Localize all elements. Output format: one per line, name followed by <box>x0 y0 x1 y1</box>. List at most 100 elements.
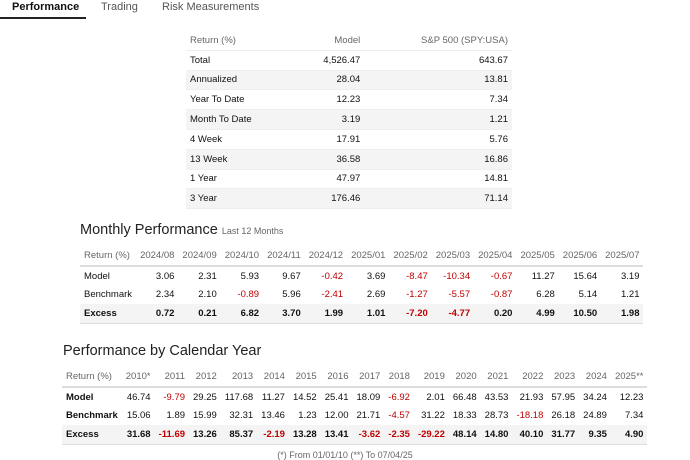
table-row: 13 Week 36.58 16.86 <box>186 149 512 170</box>
title: Monthly Performance <box>80 222 218 238</box>
cell: 9.67 <box>282 270 301 282</box>
cell: -3.62 <box>352 425 385 446</box>
cell: 48.14 <box>448 425 481 446</box>
row-label: Model <box>84 270 110 282</box>
table-row: Annualized 28.04 13.81 <box>186 70 512 91</box>
tab[interactable]: Risk Measurements <box>162 1 260 13</box>
cell: 4.90 <box>610 425 648 446</box>
cell: 6.28 <box>536 289 555 301</box>
cell: 7.34 <box>364 89 512 111</box>
column-header: 2021 <box>480 367 513 388</box>
cell: -4.77 <box>431 304 475 325</box>
column-header: 2017 <box>352 367 385 388</box>
cell: -0.89 <box>237 289 260 301</box>
cell: 66.48 <box>452 391 477 403</box>
cell: 3.70 <box>263 304 305 325</box>
cell: 31.22 <box>421 410 445 422</box>
cell: 85.37 <box>220 425 258 446</box>
cell: 2.01 <box>426 391 445 403</box>
column-header: Return (%) <box>186 31 295 51</box>
cell: 3.06 <box>155 270 175 282</box>
cell: 14.81 <box>364 169 512 190</box>
cell: -0.42 <box>321 270 344 282</box>
row-label: 1 Year <box>186 169 295 190</box>
footnote: (*) From 01/01/10 (**) To 07/04/25 <box>277 450 413 460</box>
cell: 11.27 <box>261 391 285 403</box>
row-label: Annualized <box>186 70 295 91</box>
cell: 28.04 <box>294 70 365 91</box>
cell: 15.64 <box>573 270 598 282</box>
cell: 1.21 <box>620 289 640 301</box>
column-header: 2025/06 <box>558 246 602 267</box>
cell: -0.87 <box>490 289 513 301</box>
cell: 1.98 <box>601 304 644 325</box>
cell: 12.00 <box>324 410 349 422</box>
cell: 13.81 <box>364 70 512 91</box>
cell: 1.99 <box>304 304 348 325</box>
table-row: Benchmark 2.34 2.10 -0.89 5.96 -2.41 2.69 -1.27… <box>80 286 643 305</box>
cell: 2.34 <box>155 289 175 301</box>
cell: 15.99 <box>193 410 217 422</box>
cell: 4,526.47 <box>294 50 365 71</box>
column-header: 2016 <box>320 367 353 388</box>
column-header: 2012 <box>189 367 221 388</box>
table-row: 1 Year 47.97 14.81 <box>186 169 512 190</box>
column-header: 2015 <box>288 367 321 388</box>
cell: 1.89 <box>166 410 186 422</box>
table-row: Total 4,526.47 643.67 <box>186 50 512 71</box>
active-tab-indicator <box>0 17 86 19</box>
cell: 29.25 <box>193 391 217 403</box>
tab[interactable]: Performance <box>12 1 80 13</box>
table-row: Month To Date 3.19 1.21 <box>186 109 512 130</box>
table-row: Excess 0.72 0.21 6.82 3.70 1.99 1.01 -7.20 -4.77… <box>80 304 644 325</box>
cell: 1.23 <box>298 410 317 422</box>
row-label: Excess <box>62 425 122 446</box>
cell: 13.26 <box>189 425 221 446</box>
column-header: S&P 500 (SPY:USA) <box>364 31 512 51</box>
column-header: 2018 <box>384 367 414 388</box>
column-header: 2024/08 <box>136 246 179 267</box>
cell: -29.22 <box>413 425 449 446</box>
column-header: 2025** <box>610 367 648 388</box>
calendar-table: Return (%) 2010* 2011 2012 2013 2014 2015 2016 2… <box>62 367 648 446</box>
header-row: Return (%) 2010* 2011 2012 2013 2014 2015 2016 2… <box>62 367 648 388</box>
cell: -6.92 <box>388 391 410 403</box>
cell: 10.50 <box>558 304 602 325</box>
section-title: Performance by Calendar Year <box>63 343 262 359</box>
cell: 1.21 <box>364 109 512 130</box>
column-header: 2011 <box>154 367 190 388</box>
cell: -2.41 <box>321 289 344 301</box>
column-header: Return (%) <box>80 246 137 267</box>
column-header: 2024/10 <box>220 246 264 267</box>
cell: -0.67 <box>490 270 513 282</box>
cell: 57.95 <box>551 391 576 403</box>
cell: 2.69 <box>366 289 386 301</box>
column-header: 2023 <box>547 367 580 388</box>
column-header: 2025/01 <box>347 246 390 267</box>
cell: 14.80 <box>480 425 513 446</box>
cell: 176.46 <box>294 188 365 210</box>
header-row: Return (%) 2024/08 2024/09 2024/10 2024/11 20… <box>80 246 644 267</box>
monthly-table: Return (%) 2024/08 2024/09 2024/10 2024/11 20… <box>80 246 644 325</box>
cell: 0.20 <box>474 304 517 325</box>
column-header: 2025/02 <box>389 246 432 267</box>
cell: 117.68 <box>224 391 254 403</box>
cell: -5.57 <box>448 289 471 301</box>
header-row: Return (%) Model S&P 500 (SPY:USA) <box>186 31 512 51</box>
cell: 4.99 <box>516 304 559 325</box>
column-header: 2025/05 <box>516 246 559 267</box>
cell: -1.27 <box>406 289 428 301</box>
cell: 3.19 <box>294 109 365 130</box>
table-row: 4 Week 17.91 5.76 <box>186 129 512 150</box>
cell: 2.31 <box>198 270 217 282</box>
cell: 18.33 <box>452 410 477 422</box>
cell: 3.19 <box>620 270 640 282</box>
column-header: Return (%) <box>62 367 122 388</box>
cell: 31.68 <box>121 425 155 446</box>
row-label: Year To Date <box>186 89 295 111</box>
row-label: Benchmark <box>66 410 118 422</box>
tab[interactable]: Trading <box>101 1 138 13</box>
cell: 18.09 <box>356 391 381 403</box>
